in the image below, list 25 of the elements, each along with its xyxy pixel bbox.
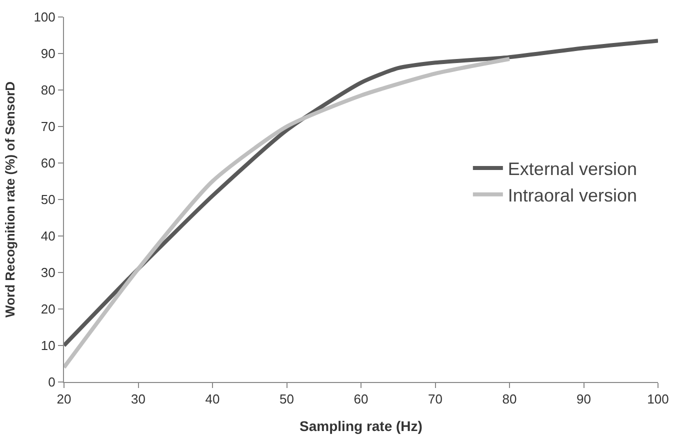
legend-label: Intraoral version <box>508 185 637 206</box>
line-series <box>64 38 658 348</box>
x-tick-label: 100 <box>647 392 669 407</box>
legend-label: External version <box>508 158 637 179</box>
y-tick-label: 50 <box>40 192 56 208</box>
y-tick-label: 100 <box>34 10 56 25</box>
x-tick-label: 60 <box>354 392 368 407</box>
x-tick-label: 20 <box>56 392 72 407</box>
y-tick-label: 0 <box>48 374 56 390</box>
y-tick-label: 10 <box>40 338 56 354</box>
x-tick-label: 40 <box>205 392 220 407</box>
x-tick-label: 80 <box>502 392 517 407</box>
y-tick-label: 90 <box>40 46 56 62</box>
y-tick-label: 60 <box>40 156 56 171</box>
y-tick-label: 70 <box>40 119 56 134</box>
y-tick-label: 20 <box>40 302 56 317</box>
x-tick-label: 30 <box>131 392 146 407</box>
x-tick-label: 90 <box>576 392 591 407</box>
x-axis-title: Sampling rate (Hz) <box>300 418 422 434</box>
x-tick-label: 70 <box>428 392 442 407</box>
y-tick-label: 80 <box>40 82 56 98</box>
y-tick-label: 40 <box>40 228 56 244</box>
y-tick-label: 30 <box>40 265 56 280</box>
y-axis-title: Word Recognition rate (%) of SensorD <box>2 82 18 318</box>
x-tick-label: 50 <box>280 392 294 407</box>
